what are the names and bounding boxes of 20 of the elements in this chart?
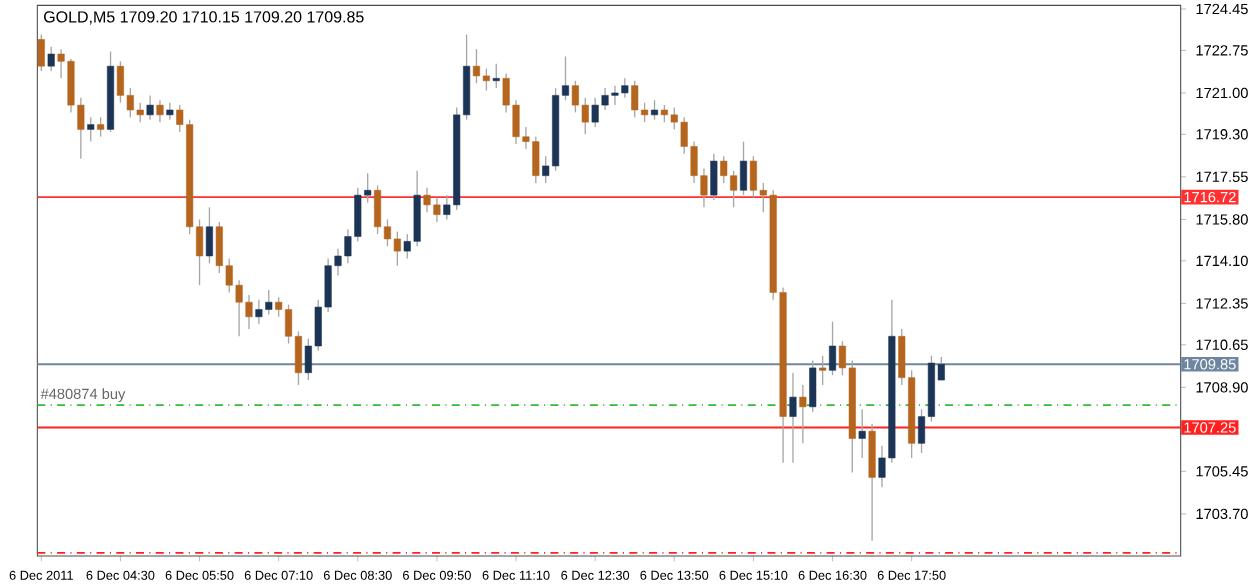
candlestick [868,423,876,542]
candlestick [156,99,164,123]
candlestick [819,355,827,386]
candlestick [47,46,55,72]
candlestick [828,321,837,376]
candlestick [739,140,748,196]
candlestick [166,102,174,121]
candlestick [650,99,659,121]
candlestick [97,116,105,138]
candlestick [146,94,154,121]
candlestick [37,33,45,72]
candlestick [205,206,213,264]
candlestick [492,63,500,89]
candlestick [799,384,807,445]
candlestick [858,408,866,459]
chart-title: GOLD,M5 1709.20 1710.15 1709.20 1709.85 [44,11,364,25]
candlestick [87,116,95,143]
candlestick [710,153,718,201]
candlestick [789,372,797,464]
candlestick [809,359,817,413]
